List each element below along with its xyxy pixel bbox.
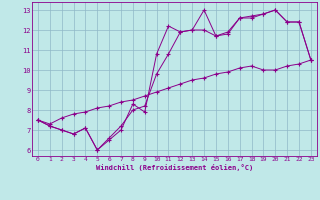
X-axis label: Windchill (Refroidissement éolien,°C): Windchill (Refroidissement éolien,°C) (96, 164, 253, 171)
